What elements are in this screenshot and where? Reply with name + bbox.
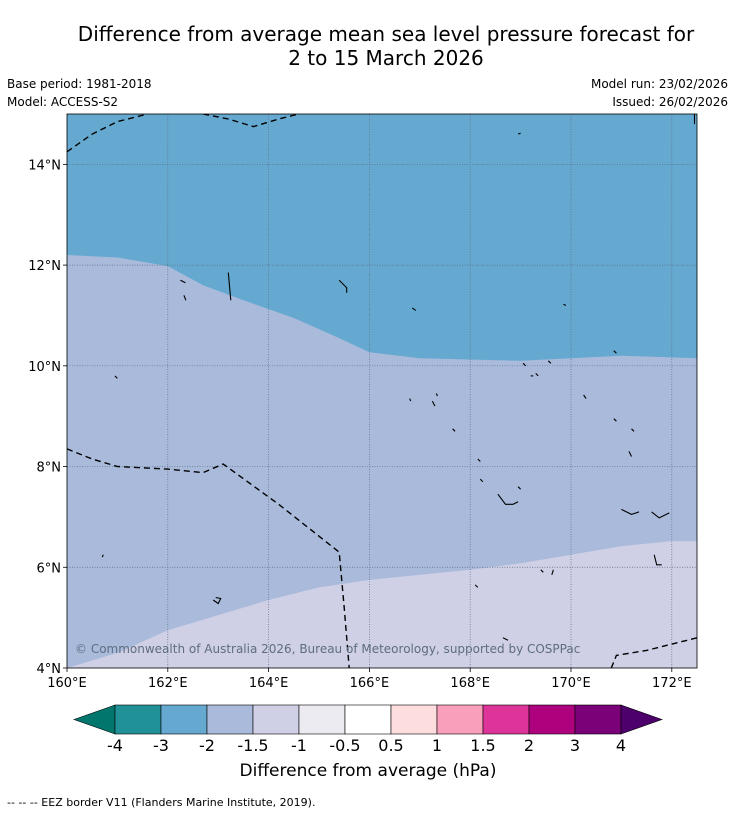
colorbar-tick-label: -0.5 bbox=[329, 736, 360, 755]
colorbar-tick-label: -4 bbox=[107, 736, 123, 755]
coastline bbox=[517, 486, 521, 490]
coastline bbox=[522, 362, 526, 367]
colorbar-bin bbox=[390, 704, 438, 735]
eez-border bbox=[202, 114, 299, 128]
coastline bbox=[212, 596, 222, 605]
coastline bbox=[101, 554, 104, 558]
colorbar-tick-label: -2 bbox=[199, 736, 215, 755]
coastline bbox=[502, 637, 509, 641]
lon-tick-label: 166°E bbox=[350, 676, 390, 691]
coastline bbox=[613, 350, 617, 354]
lon-tick-label: 170°E bbox=[551, 676, 591, 691]
coastline bbox=[114, 375, 118, 379]
lon-tick-label: 162°E bbox=[148, 676, 188, 691]
colorbar-bin bbox=[620, 704, 663, 735]
issued-date: Issued: 26/02/2026 bbox=[612, 95, 728, 109]
map-area: © Commonwealth of Australia 2026, Bureau… bbox=[67, 114, 697, 668]
eez-border bbox=[610, 637, 697, 668]
lat-tick-label: 4°N bbox=[37, 662, 62, 677]
colorbar-bin bbox=[436, 704, 484, 735]
map-figure: © Commonwealth of Australia 2026, Bureau… bbox=[28, 113, 698, 755]
colorbar: -4 -3 -2 -1.5 -1 -0.5 0.5 1 1.5 2 3 4 bbox=[73, 704, 663, 755]
coastline bbox=[435, 393, 438, 397]
model-name: Model: ACCESS-S2 bbox=[7, 95, 119, 109]
lon-tick-label: 160°E bbox=[47, 676, 87, 691]
coastline bbox=[431, 400, 436, 407]
coastline bbox=[227, 272, 232, 301]
eez-border bbox=[67, 114, 148, 153]
colorbar-bin bbox=[73, 704, 116, 735]
coastline bbox=[621, 508, 640, 515]
coastline bbox=[180, 279, 186, 284]
chart-title: Difference from average mean sea level p… bbox=[0, 22, 736, 70]
title-line-2: 2 to 15 March 2026 bbox=[288, 46, 484, 70]
coastline bbox=[651, 511, 670, 519]
coastline bbox=[535, 373, 539, 377]
colorbar-tick-label: -3 bbox=[153, 736, 169, 755]
eez-border bbox=[67, 448, 350, 668]
colorbar-bin bbox=[114, 704, 162, 735]
eez-footnote: -- -- -- EEZ border V11 (Flanders Marine… bbox=[7, 796, 316, 809]
meta-left: Base period: 1981-2018 Model: ACCESS-S2 bbox=[7, 75, 152, 111]
colorbar-bin bbox=[298, 704, 346, 735]
coastline bbox=[474, 584, 479, 588]
coastline bbox=[497, 493, 519, 505]
coastline bbox=[631, 428, 635, 432]
lat-tick-label: 8°N bbox=[37, 461, 62, 476]
colorbar-bin bbox=[482, 704, 530, 735]
colorbar-tick-label: 0.5 bbox=[378, 736, 403, 755]
coastline bbox=[540, 569, 544, 573]
coastline bbox=[583, 394, 587, 399]
colorbar-bin bbox=[252, 704, 300, 735]
colorbar-bin bbox=[574, 704, 622, 735]
colorbar-tick-label: 4 bbox=[616, 736, 626, 755]
pressure-zone bbox=[67, 114, 697, 361]
lon-tick-label: 168°E bbox=[450, 676, 490, 691]
coastline bbox=[551, 569, 554, 575]
coastline bbox=[338, 279, 348, 293]
colorbar-tick-label: -1.5 bbox=[237, 736, 268, 755]
lat-tick-label: 12°N bbox=[28, 259, 61, 274]
colorbar-tick-label: -1 bbox=[291, 736, 307, 755]
coastline bbox=[628, 451, 632, 457]
coastline bbox=[411, 307, 417, 311]
lon-tick-label: 164°E bbox=[249, 676, 289, 691]
coastline bbox=[479, 478, 484, 483]
map-frame bbox=[66, 113, 698, 669]
coastline bbox=[452, 428, 456, 432]
coastline bbox=[517, 132, 521, 135]
colorbar-tick-label: 1 bbox=[432, 736, 442, 755]
coastline bbox=[547, 360, 552, 364]
base-period: Base period: 1981-2018 bbox=[7, 77, 152, 91]
lon-tick-label: 172°E bbox=[652, 676, 692, 691]
coastline bbox=[613, 418, 617, 422]
lat-tick-label: 14°N bbox=[28, 158, 61, 173]
lat-tick-label: 10°N bbox=[28, 360, 61, 375]
colorbar-tick-label: 1.5 bbox=[470, 736, 495, 755]
coastline bbox=[563, 303, 567, 306]
colorbar-bin bbox=[160, 704, 208, 735]
coastline bbox=[653, 554, 662, 566]
copyright-text: © Commonwealth of Australia 2026, Bureau… bbox=[75, 642, 580, 656]
colorbar-bin bbox=[344, 704, 392, 735]
coastline bbox=[477, 458, 481, 462]
colorbar-bin bbox=[528, 704, 576, 735]
colorbar-tick-label: 3 bbox=[570, 736, 580, 755]
coastline bbox=[183, 295, 187, 301]
meta-right: Model run: 23/02/2026 Issued: 26/02/2026 bbox=[591, 75, 728, 111]
model-run: Model run: 23/02/2026 bbox=[590, 77, 728, 91]
colorbar-label: Difference from average (hPa) bbox=[239, 761, 497, 781]
colorbar-bin bbox=[206, 704, 254, 735]
colorbar-tick-label: 2 bbox=[524, 736, 534, 755]
lat-tick-label: 6°N bbox=[37, 561, 62, 576]
coastline bbox=[409, 398, 412, 402]
title-line-1: Difference from average mean sea level p… bbox=[77, 22, 695, 46]
